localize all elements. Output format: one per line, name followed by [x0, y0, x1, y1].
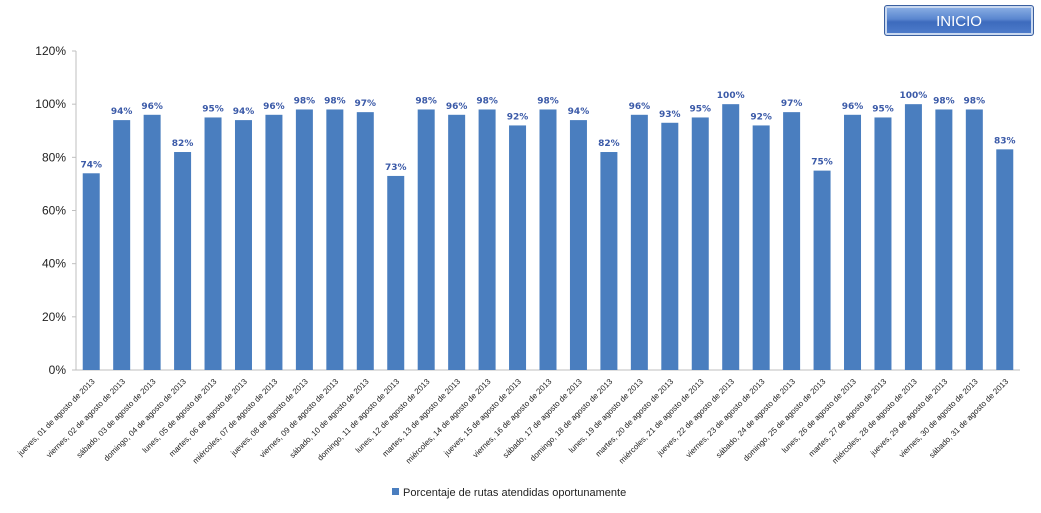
data-label: 97% — [355, 99, 377, 109]
bar — [935, 109, 953, 370]
data-label: 96% — [842, 102, 864, 112]
y-tick-label: 0% — [49, 363, 67, 377]
bar — [295, 109, 313, 370]
data-label: 98% — [324, 96, 346, 106]
data-label: 96% — [141, 102, 163, 112]
bar — [143, 114, 161, 370]
data-label: 100% — [900, 91, 928, 101]
data-label: 82% — [598, 139, 620, 149]
bar — [234, 120, 252, 370]
bar — [204, 117, 222, 370]
data-label: 75% — [811, 158, 833, 168]
y-tick-label: 120% — [35, 44, 66, 58]
bar — [174, 152, 192, 370]
bar — [387, 175, 405, 370]
bar — [417, 109, 435, 370]
data-label: 95% — [202, 104, 224, 114]
y-tick-label: 60% — [42, 204, 66, 218]
bar — [265, 114, 283, 370]
legend-label: Porcentaje de rutas atendidas oportuname… — [403, 487, 626, 499]
data-label: 94% — [233, 107, 255, 117]
data-label: 95% — [872, 104, 894, 114]
data-label: 95% — [689, 104, 711, 114]
bar — [965, 109, 983, 370]
data-label: 96% — [263, 102, 285, 112]
data-label: 97% — [781, 99, 803, 109]
bar — [569, 120, 587, 370]
data-label: 92% — [507, 112, 529, 122]
data-label: 96% — [446, 102, 468, 112]
bar — [752, 125, 770, 370]
data-label: 96% — [629, 102, 651, 112]
bar — [691, 117, 709, 370]
bar — [539, 109, 557, 370]
y-tick-label: 20% — [42, 310, 66, 324]
data-label: 98% — [537, 96, 559, 106]
data-label: 100% — [717, 91, 745, 101]
bar — [113, 120, 131, 370]
bar — [82, 173, 100, 370]
bar — [661, 122, 679, 371]
bar — [326, 109, 344, 370]
data-label: 92% — [750, 112, 772, 122]
inicio-button[interactable]: INICIO — [884, 5, 1034, 36]
bar — [783, 112, 801, 371]
bar — [478, 109, 496, 370]
bar — [904, 104, 922, 371]
bar — [996, 149, 1014, 370]
data-label: 74% — [80, 160, 102, 170]
data-label: 93% — [659, 110, 681, 120]
bar — [630, 114, 648, 370]
y-tick-label: 100% — [35, 97, 66, 111]
data-label: 98% — [294, 96, 316, 106]
data-label: 98% — [476, 96, 498, 106]
bar — [600, 152, 618, 370]
bar — [844, 114, 862, 370]
data-label: 98% — [933, 96, 955, 106]
bar — [813, 170, 831, 370]
y-tick-label: 80% — [42, 150, 66, 164]
data-label: 73% — [385, 163, 407, 173]
bar — [722, 104, 740, 371]
legend-swatch — [392, 488, 399, 495]
data-label: 98% — [964, 96, 986, 106]
data-label: 83% — [994, 136, 1016, 146]
bar — [356, 112, 374, 371]
data-label: 98% — [415, 96, 437, 106]
data-label: 94% — [111, 107, 133, 117]
y-tick-label: 40% — [42, 257, 66, 271]
bar — [874, 117, 892, 370]
data-label: 82% — [172, 139, 194, 149]
bar — [448, 114, 466, 370]
data-label: 94% — [568, 107, 590, 117]
bar — [509, 125, 527, 370]
